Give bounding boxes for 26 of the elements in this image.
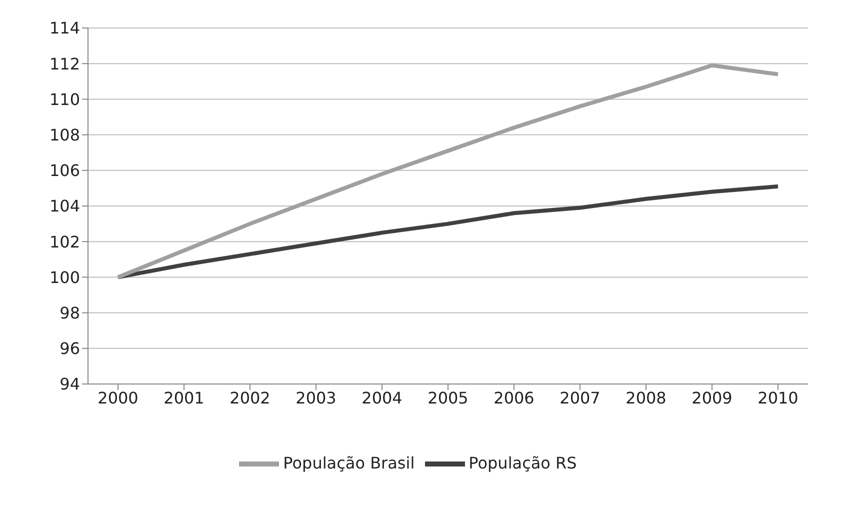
y-tick-label: 102 — [49, 232, 80, 252]
x-tick-label: 2005 — [428, 388, 468, 408]
y-tick-label: 114 — [49, 18, 80, 38]
y-tick-label: 94 — [60, 374, 80, 394]
x-tick-label: 2000 — [98, 388, 138, 408]
legend-label: População RS — [468, 453, 577, 472]
x-tick-label: 2009 — [692, 388, 732, 408]
y-tick-label: 112 — [49, 54, 80, 74]
x-tick-label: 2007 — [560, 388, 600, 408]
line-series — [116, 184, 780, 280]
y-tick-label: 98 — [60, 303, 80, 322]
line-series — [116, 63, 780, 280]
y-tick-label: 110 — [49, 90, 80, 109]
y-tick-label: 106 — [49, 161, 80, 180]
x-tick-label: 2004 — [362, 388, 402, 408]
x-tick-label: 2003 — [296, 388, 336, 408]
x-tick-label: 2008 — [626, 388, 666, 408]
y-tick-label: 108 — [49, 125, 80, 144]
x-tick-label: 2002 — [230, 388, 270, 408]
y-tick-label: 104 — [49, 196, 80, 216]
y-tick-label: 100 — [49, 268, 80, 287]
y-tick-label: 96 — [60, 339, 80, 358]
x-tick-label: 2006 — [494, 388, 534, 408]
x-tick-label: 2001 — [164, 388, 204, 408]
legend-label: População Brasil — [283, 453, 415, 472]
x-tick-label: 2010 — [758, 388, 798, 408]
